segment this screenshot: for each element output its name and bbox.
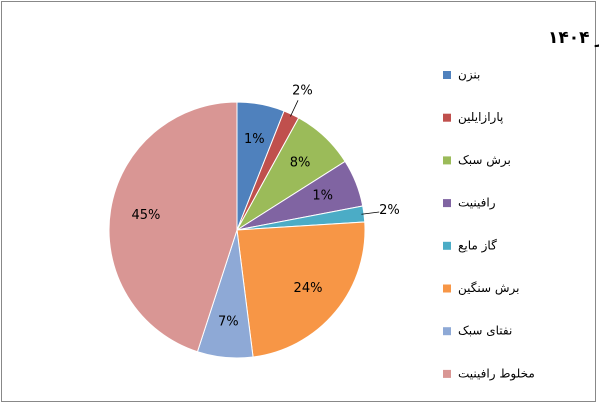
legend-swatch — [443, 113, 451, 122]
legend-swatch — [443, 199, 451, 208]
legend-label: گاز مایع — [458, 238, 497, 253]
data-label: 7% — [218, 314, 239, 329]
leader-line — [361, 211, 380, 215]
data-label: 45% — [132, 208, 161, 223]
legend-swatch — [443, 71, 451, 79]
data-label: 1% — [244, 132, 265, 147]
legend-swatch — [443, 284, 451, 293]
leader-line — [290, 100, 299, 117]
legend-label: برش سنگین — [458, 281, 519, 296]
legend-label: بنزن — [458, 68, 480, 83]
legend-swatch — [443, 156, 451, 165]
data-label: 2% — [292, 84, 313, 99]
legend-swatch — [443, 369, 451, 378]
pie-slice — [108, 101, 238, 353]
pie-slice — [236, 221, 366, 358]
legend-label: پارازایلین — [458, 110, 503, 125]
legend-label: برش سبک — [458, 153, 511, 168]
chart-title: نمودار شماره ۱: درآمد عملیاتی دوره یکماه… — [548, 26, 599, 48]
legend-swatch — [443, 241, 451, 250]
legend-label: رافینیت — [458, 196, 496, 211]
data-label: 8% — [290, 155, 311, 170]
legend-label: نفتای سبک — [458, 324, 512, 338]
legend-swatch — [443, 327, 451, 336]
data-label: 2% — [379, 203, 400, 218]
legend-label: مخلوط رافینیت — [458, 366, 535, 381]
data-label: 1% — [312, 189, 333, 204]
data-label: 24% — [294, 281, 323, 296]
